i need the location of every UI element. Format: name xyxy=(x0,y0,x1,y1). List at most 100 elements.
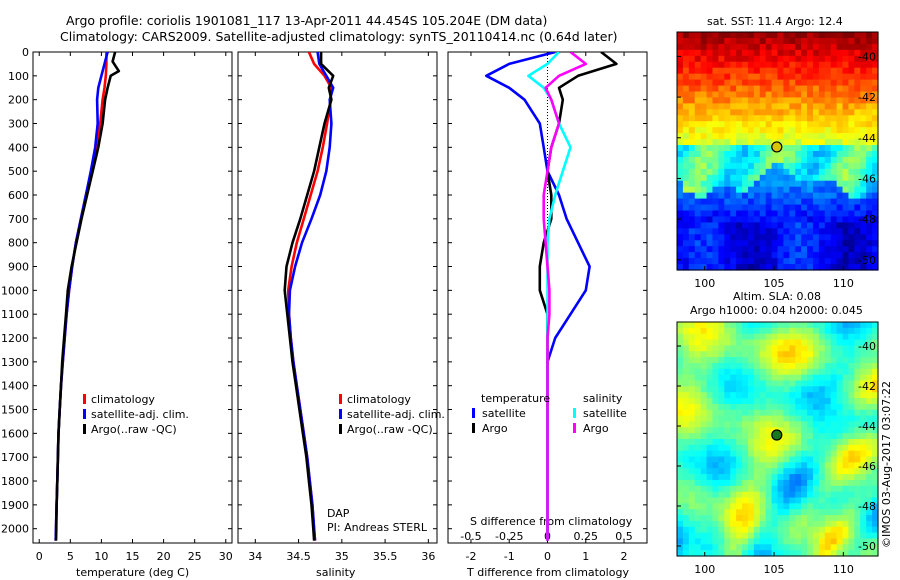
map-cell xyxy=(718,392,725,399)
map-cell xyxy=(812,192,820,200)
map-cell xyxy=(789,380,796,387)
map-cell xyxy=(824,398,832,405)
map-cell xyxy=(747,362,755,370)
map-cell xyxy=(783,386,790,393)
map-cell xyxy=(712,450,719,458)
map-cell xyxy=(759,79,767,87)
map-cell xyxy=(736,258,743,265)
map-cell xyxy=(807,444,814,452)
map-cell xyxy=(694,109,702,116)
map-cell xyxy=(742,91,749,99)
map-cell xyxy=(866,339,873,346)
map-cell xyxy=(801,133,808,140)
map-cell xyxy=(742,479,749,487)
map-cell xyxy=(842,433,850,440)
map-cell xyxy=(795,186,802,194)
map-cell xyxy=(777,339,785,346)
map-cell xyxy=(677,374,684,382)
map-cell xyxy=(824,374,832,382)
map-cell xyxy=(682,526,690,534)
map-cell xyxy=(724,32,731,39)
map-cell xyxy=(848,345,855,352)
series-line xyxy=(484,52,591,541)
map-cell xyxy=(765,127,773,134)
map-cell xyxy=(712,427,719,434)
map-cell xyxy=(688,433,696,440)
map-cell xyxy=(677,103,684,110)
map-cell xyxy=(807,73,814,81)
map-cell xyxy=(759,73,767,81)
map-cell xyxy=(830,444,838,452)
map-cell xyxy=(694,544,702,551)
map-cell xyxy=(836,433,844,440)
map-cell xyxy=(742,409,749,417)
map-lat-label: -48 xyxy=(858,500,876,513)
map-cell xyxy=(824,204,832,212)
map-cell xyxy=(759,115,767,122)
map-cell xyxy=(677,73,684,81)
map-cell xyxy=(771,228,779,235)
map-cell xyxy=(747,368,755,376)
x-tick-label: 1 xyxy=(582,550,589,563)
map-cell xyxy=(706,485,714,493)
map-cell xyxy=(771,32,779,39)
map-cell xyxy=(700,91,708,99)
map-cell xyxy=(730,427,737,434)
map-cell xyxy=(860,427,867,434)
map-cell xyxy=(777,222,785,229)
map-cell xyxy=(807,450,814,458)
map-cell xyxy=(860,456,867,463)
map-cell xyxy=(789,374,796,382)
map-cell xyxy=(866,327,873,335)
map-cell xyxy=(783,156,790,164)
map-cell xyxy=(700,491,708,499)
legend-swatch xyxy=(472,408,475,418)
map-cell xyxy=(706,398,714,405)
map-cell xyxy=(688,550,696,557)
map-cell xyxy=(706,509,714,516)
map-cell xyxy=(824,192,832,200)
map-cell xyxy=(830,503,838,510)
map-cell xyxy=(771,333,779,341)
depth-tick-label: 0 xyxy=(22,46,29,59)
map-cell xyxy=(789,210,796,218)
map-cell xyxy=(771,73,779,81)
map-cell xyxy=(818,246,826,253)
map-cell xyxy=(736,61,743,69)
map-cell xyxy=(771,79,779,87)
map-cell xyxy=(789,162,796,170)
map-cell xyxy=(771,240,779,247)
map-cell xyxy=(801,550,808,557)
map-cell xyxy=(688,444,696,452)
map-cell xyxy=(842,246,850,253)
map-cell xyxy=(730,509,737,516)
map-cell xyxy=(866,357,873,364)
map-cell xyxy=(736,462,743,469)
map-cell xyxy=(866,109,873,116)
map-cell xyxy=(830,216,838,223)
map-cell xyxy=(836,386,844,393)
map-cell xyxy=(818,240,826,247)
map-cell xyxy=(830,322,838,329)
map-cell xyxy=(818,386,826,393)
map-cell xyxy=(777,121,785,128)
depth-tick-label: 400 xyxy=(8,141,29,154)
map-cell xyxy=(830,204,838,212)
map-cell xyxy=(736,204,743,212)
map-cell xyxy=(765,32,773,39)
map-cell xyxy=(771,491,779,499)
map-cell xyxy=(848,127,855,134)
map-cell xyxy=(718,398,725,405)
map-cell xyxy=(718,327,725,335)
map-cell xyxy=(801,491,808,499)
map-cell xyxy=(742,374,749,382)
map-cell xyxy=(753,43,761,51)
map-cell xyxy=(783,133,790,140)
map-cell xyxy=(830,168,838,176)
map-cell xyxy=(682,246,690,253)
map-cell xyxy=(677,380,684,387)
x-tick-label: 34 xyxy=(248,550,262,563)
map-cell xyxy=(700,97,708,104)
map-cell xyxy=(866,103,873,110)
map-cell xyxy=(854,421,861,428)
